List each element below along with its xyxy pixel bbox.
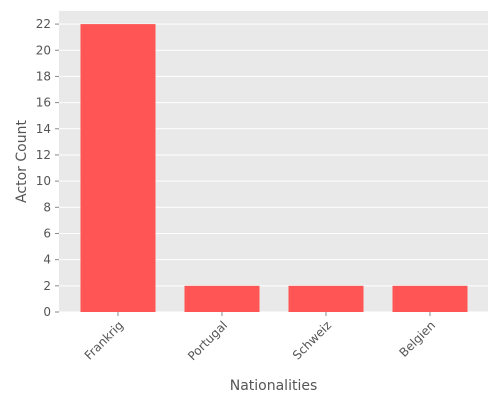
y-tick-label: 10 bbox=[36, 174, 51, 188]
y-tick-label: 14 bbox=[36, 122, 51, 136]
bar-portugal bbox=[184, 285, 260, 312]
y-tick-label: 20 bbox=[36, 43, 51, 57]
y-tick-label: 8 bbox=[43, 200, 51, 214]
x-axis-label: Nationalities bbox=[230, 378, 318, 394]
bar-belgien bbox=[392, 285, 468, 312]
x-tick-label: Frankrig bbox=[82, 318, 126, 362]
y-tick-label: 4 bbox=[43, 253, 51, 267]
y-tick-label: 2 bbox=[43, 279, 51, 293]
x-axis-ticks: Frankrig Portugal Schweiz Belgien bbox=[82, 312, 438, 363]
bar-schweiz bbox=[288, 285, 364, 312]
y-tick-label: 0 bbox=[43, 305, 51, 319]
x-tick-label: Portugal bbox=[185, 318, 230, 363]
y-tick-label: 18 bbox=[36, 69, 51, 83]
y-tick-label: 22 bbox=[36, 17, 51, 31]
y-tick-label: 16 bbox=[36, 96, 51, 110]
y-tick-label: 6 bbox=[43, 226, 51, 240]
bars bbox=[80, 24, 468, 313]
y-tick-label: 12 bbox=[36, 148, 51, 162]
x-tick-label: Belgien bbox=[396, 318, 438, 360]
x-tick-label: Schweiz bbox=[290, 318, 334, 362]
y-axis-label: Actor Count bbox=[14, 120, 30, 203]
y-axis-ticks: 0 2 4 6 8 10 12 14 16 18 20 22 bbox=[36, 17, 59, 319]
bar-frankrig bbox=[80, 24, 156, 313]
